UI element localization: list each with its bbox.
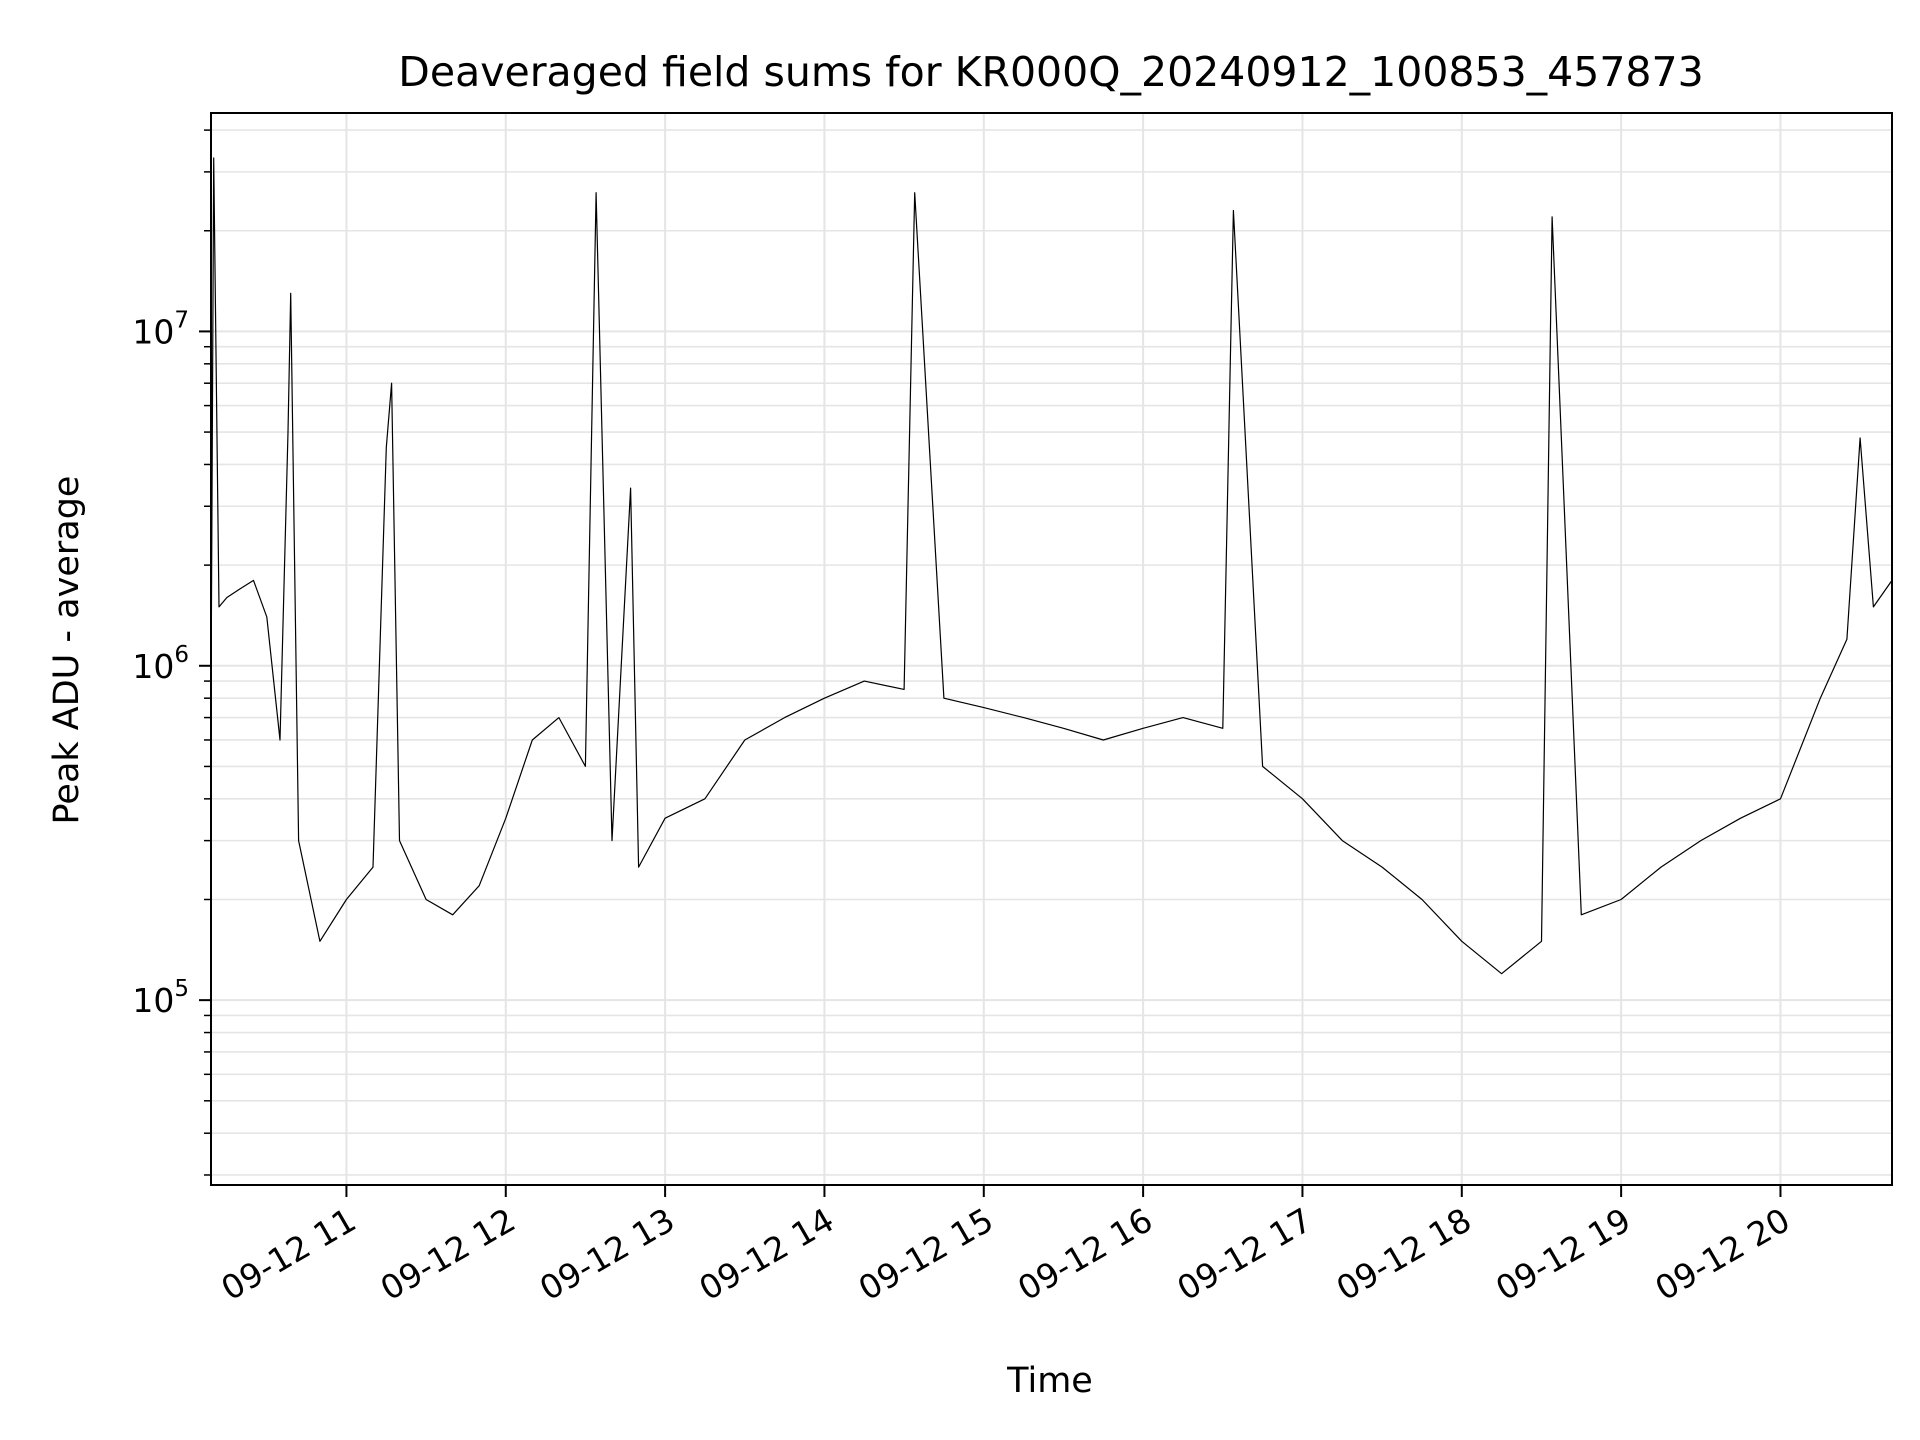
y-tick-label: 105 — [132, 976, 189, 1020]
y-tick-label: 107 — [132, 307, 189, 351]
y-axis-label: Peak ADU - average — [47, 476, 87, 825]
x-tick-label: 09-12 14 — [692, 1200, 840, 1308]
x-tick-label: 09-12 15 — [852, 1200, 1000, 1308]
grid-layer — [211, 113, 1892, 1185]
x-tick-label: 09-12 16 — [1011, 1200, 1159, 1308]
x-tick-label: 09-12 19 — [1489, 1200, 1637, 1308]
series-line — [210, 157, 1893, 975]
x-axis-label: Time — [1006, 1361, 1093, 1401]
data-layer — [210, 157, 1893, 975]
x-tick-label: 09-12 13 — [533, 1200, 681, 1308]
y-tick-label: 106 — [132, 642, 189, 686]
x-tick-label: 09-12 18 — [1330, 1200, 1478, 1308]
x-tick-label: 09-12 12 — [374, 1200, 522, 1308]
x-tick-label: 09-12 17 — [1170, 1200, 1318, 1308]
x-tick-label: 09-12 20 — [1648, 1200, 1796, 1308]
chart-title: Deaveraged field sums for KR000Q_2024091… — [398, 48, 1703, 96]
plot-frame — [210, 112, 1893, 1186]
x-tick-label: 09-12 11 — [214, 1200, 362, 1308]
